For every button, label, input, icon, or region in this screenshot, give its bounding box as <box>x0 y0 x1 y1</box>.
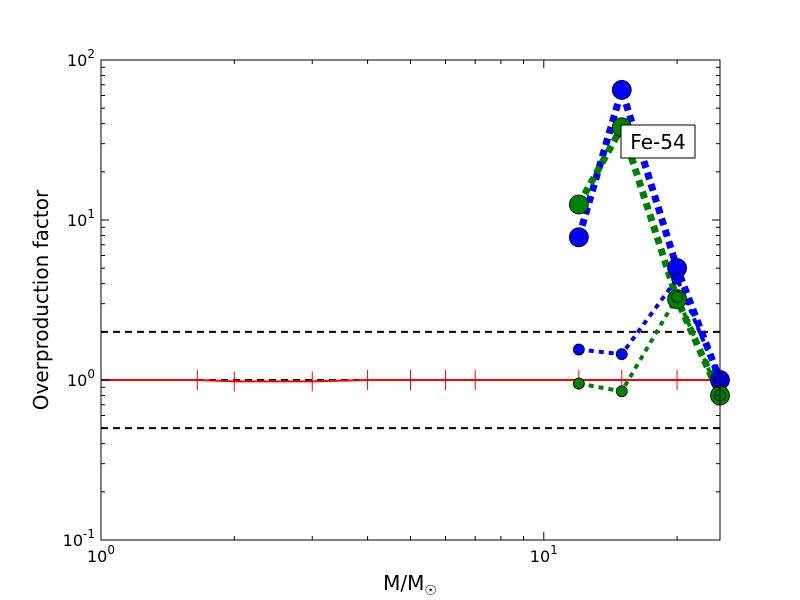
series-3-point <box>671 291 683 303</box>
series-3-point <box>572 377 585 390</box>
series-0-point <box>611 80 632 100</box>
series-2-point <box>572 343 585 356</box>
series-line-3 <box>578 292 720 397</box>
y-tick-label: 100 <box>67 367 95 390</box>
x-axis-label: M/M☉ <box>383 571 437 599</box>
series-3-point <box>615 385 628 398</box>
series-0-point <box>568 227 589 248</box>
annotation-label: Fe-54 <box>630 130 685 154</box>
y-tick-label: 10-1 <box>63 527 95 550</box>
series-1-point <box>568 194 589 215</box>
y-axis-label: Overproduction factor <box>29 189 53 410</box>
y-tick-label: 101 <box>67 207 95 230</box>
series-2-point <box>615 348 628 361</box>
series-2-point <box>671 272 683 285</box>
x-tick-label: 100 <box>87 543 115 566</box>
baseline-line <box>101 379 720 383</box>
x-tick-label: 101 <box>530 543 558 566</box>
y-tick-label: 102 <box>67 47 95 70</box>
series-line-0 <box>575 77 720 382</box>
series-line-2 <box>578 274 720 381</box>
annotation-box: Fe-54 <box>620 124 696 159</box>
